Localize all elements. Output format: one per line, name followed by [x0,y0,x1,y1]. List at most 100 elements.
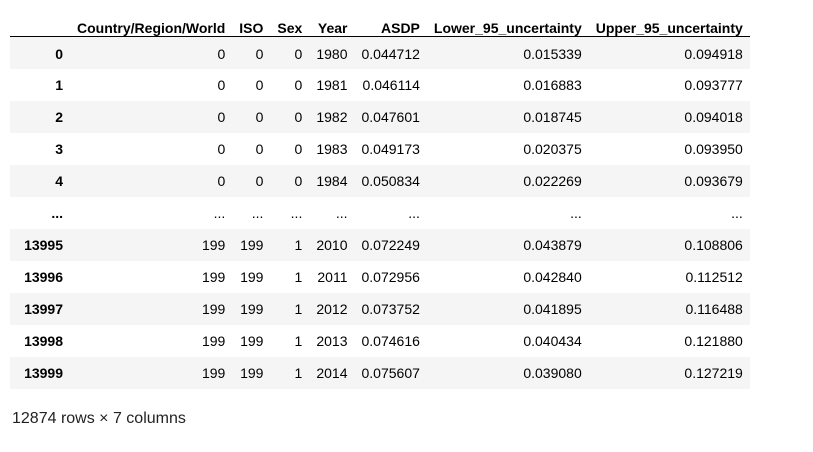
table-row: 13996 199 199 1 2011 0.072956 0.042840 0.112512 [10,260,750,293]
table-cell: 0 [294,108,303,125]
table-cell: ... [290,204,303,221]
dataframe-table: Country/Region/World ISO Sex Year ASDP L… [10,6,750,389]
table-cell: 1983 [316,140,348,157]
column-header-country: Country/Region/World [70,6,233,37]
table-cell: 0.040434 [523,332,582,349]
table-cell: 2012 [316,300,348,317]
table-cell: 0.093679 [684,172,743,189]
table-cell: ... [570,204,582,221]
row-index: 3 [55,140,63,157]
table-cell: 0 [217,76,226,93]
table-cell: 0.094018 [684,108,743,125]
table-cell: 0.093950 [684,140,743,157]
table-row: 2 0 0 0 1982 0.047601 0.018745 0.094018 [10,100,750,133]
table-cell: 199 [201,300,226,317]
table-cell: 0.112512 [685,268,743,285]
table-cell: 0.050834 [361,172,420,189]
table-cell: 199 [201,268,226,285]
table-cell: 199 [240,236,264,253]
dataframe-output: Country/Region/World ISO Sex Year ASDP L… [10,6,750,389]
column-header-iso: ISO [232,6,271,37]
row-index: 13995 [24,236,63,253]
row-index: 1 [55,76,63,93]
table-cell: 0.047601 [361,108,420,125]
table-cell: 0.022269 [523,172,582,189]
table-cell: 0.015339 [523,45,582,62]
table-cell: ... [335,204,348,221]
table-cell: 0.043879 [523,236,582,253]
table-cell: 0.108806 [684,236,743,253]
row-index: 13997 [24,300,63,317]
table-cell: 1984 [316,172,348,189]
table-cell: 0.121880 [684,332,743,349]
table-cell: 0.072956 [361,268,420,285]
table-cell: 0.093777 [684,76,743,93]
row-index: 4 [55,172,63,189]
table-cell: 0.074616 [361,332,420,349]
table-cell: 199 [240,268,264,285]
table-cell: 0.073752 [361,300,420,317]
row-index: 0 [55,45,63,62]
table-cell: 0 [217,108,226,125]
table-cell: 1 [294,364,303,381]
table-cell: 0 [294,172,303,189]
table-cell: 1 [294,332,303,349]
table-cell: 0.042840 [523,268,582,285]
table-cell: 2013 [316,332,348,349]
table-cell: 1980 [316,45,348,62]
table-cell: 0.020375 [523,140,582,157]
dataframe-shape-label: 12874 rows × 7 columns [12,410,186,427]
column-header-upper-95: Upper_95_uncertainty [588,6,750,37]
row-index: 2 [55,108,63,125]
table-row: 4 0 0 0 1984 0.050834 0.022269 0.093679 [10,164,750,197]
table-cell: 199 [201,236,226,253]
row-index: ... [51,204,63,221]
table-cell: 2014 [316,364,348,381]
table-cell: 1 [294,300,303,317]
table-header: Country/Region/World ISO Sex Year ASDP L… [10,6,750,37]
table-row: 13998 199 199 1 2013 0.074616 0.040434 0.121880 [10,324,750,357]
table-cell: 1981 [316,76,348,93]
table-cell: 2011 [317,268,348,285]
table-cell: 0 [217,140,226,157]
table-cell: 199 [240,300,264,317]
row-index: 13999 [24,364,63,381]
table-cell: 1 [294,236,303,253]
table-cell: ... [251,204,264,221]
table-cell: 0.016883 [523,76,582,93]
table-cell: 0.127219 [684,364,743,381]
row-index: 13996 [24,268,63,285]
table-cell: 0.046114 [362,76,420,93]
column-header-lower-95: Lower_95_uncertainty [426,6,589,37]
table-cell: 0 [255,45,264,62]
column-header-sex: Sex [270,6,310,37]
table-cell: 0.039080 [523,364,582,381]
table-row: 13999 199 199 1 2014 0.075607 0.039080 0.127219 [10,356,750,389]
table-cell: 1982 [316,108,348,125]
column-header-asdp: ASDP [354,6,427,37]
header-row: Country/Region/World ISO Sex Year ASDP L… [10,6,750,37]
table-cell: 2010 [316,236,348,253]
table-cell: 199 [240,364,264,381]
table-cell: ... [408,204,420,221]
index-header [10,6,70,37]
table-cell: 0.072249 [361,236,420,253]
table-row: 13997 199 199 1 2012 0.073752 0.041895 0.116488 [10,292,750,325]
table-row: 3 0 0 0 1983 0.049173 0.020375 0.093950 [10,132,750,165]
table-cell: 0.044712 [361,45,420,62]
table-cell: 1 [294,268,303,285]
table-cell: 0 [255,172,264,189]
table-cell: 0 [255,76,264,93]
table-cell: 0.041895 [523,300,582,317]
table-cell: 0.018745 [523,108,582,125]
table-cell: 0 [217,45,226,62]
table-row: 13995 199 199 1 2010 0.072249 0.043879 0.108806 [10,228,750,261]
table-cell: 199 [240,332,264,349]
table-cell: 0.075607 [361,364,420,381]
table-row: ........................ [10,196,750,229]
column-header-year: Year [309,6,355,37]
table-cell: 199 [201,364,226,381]
table-cell: 0.049173 [361,140,420,157]
table-body: 0 0 0 0 1980 0.044712 0.015339 0.094918 1 0 0 0 1981… [10,36,750,389]
table-row: 1 0 0 0 1981 0.046114 0.016883 0.093777 [10,68,750,101]
